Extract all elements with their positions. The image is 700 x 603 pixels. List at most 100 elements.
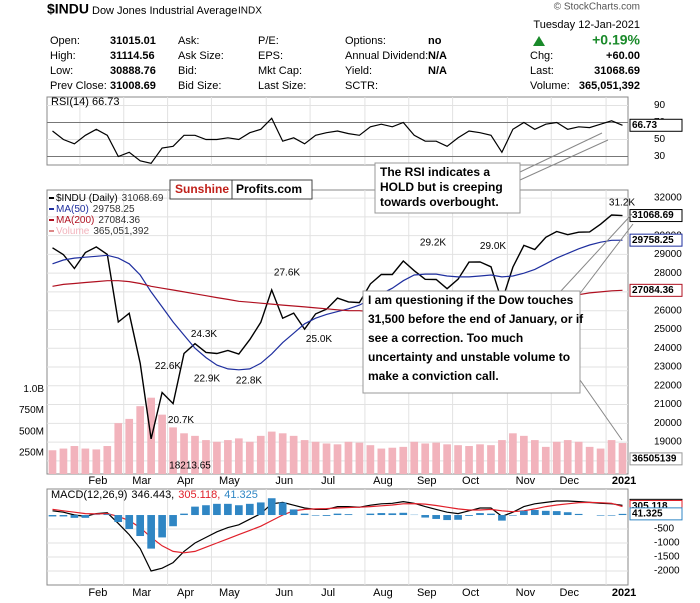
dow-callout: I am questioning if the Dow touches 31,5… — [362, 213, 634, 441]
series-line — [52, 500, 623, 572]
x-tick-label: Aug — [373, 475, 393, 487]
histogram-bar — [618, 513, 627, 516]
change-pct: +0.19% — [592, 32, 640, 48]
legend-swatch — [49, 230, 54, 232]
up-arrow — [533, 36, 545, 46]
y-tick-label: -1500 — [654, 552, 680, 563]
y2-tick-label: 500M — [19, 426, 44, 437]
summary-label: Volume: — [530, 80, 570, 92]
y-tick-label: 24000 — [654, 343, 682, 354]
y-tick-label: 23000 — [654, 362, 682, 373]
volume-bar — [158, 414, 166, 474]
histogram-bar — [574, 513, 583, 516]
x-tick-label: Mar — [132, 587, 151, 599]
value-tag-text: 36505139 — [632, 454, 677, 465]
histogram-bar — [70, 515, 79, 518]
quote-label: P/E: — [258, 35, 279, 47]
quote-table: Open: 31015.01 High: 31114.56 Low: 30888.76Pr… — [50, 35, 640, 92]
summary-label: Last: — [530, 65, 554, 77]
volume-bar — [256, 435, 265, 474]
histogram-bar — [552, 511, 561, 516]
volume-bar — [191, 435, 199, 474]
histogram-bar — [59, 515, 68, 517]
title-part: 346.443, — [131, 489, 174, 501]
volume-bar — [487, 445, 495, 474]
volume-bar — [520, 435, 528, 474]
volume-bar — [552, 441, 561, 474]
quote-label: Bid Size: — [178, 80, 221, 92]
histogram-bar — [180, 513, 188, 516]
note-line: HOLD but is creeping — [380, 180, 503, 194]
volume-bar — [443, 444, 451, 474]
logo: Sunshine Profits.com — [169, 179, 313, 200]
volume-bar — [476, 444, 484, 474]
volume-bar — [48, 450, 57, 474]
histogram-bar — [487, 513, 495, 516]
quote-label: Yield: — [345, 65, 372, 77]
histogram-bar — [256, 502, 265, 516]
histogram-bar — [125, 515, 134, 530]
legend-value: 365,051,392 — [93, 226, 149, 237]
y-tick-label: 19000 — [654, 437, 682, 448]
volume-bar — [465, 446, 473, 474]
price-annotation: 22.6K — [155, 361, 181, 372]
volume-bar — [355, 442, 364, 474]
legend-name: MA(200) — [56, 215, 94, 226]
histogram-bar — [454, 515, 462, 520]
price-annotation: 25.0K — [306, 334, 332, 345]
x-tick-label: Jun — [275, 475, 293, 487]
volume-bar — [125, 418, 134, 474]
title-part: MACD(12,26,9) — [51, 489, 127, 501]
volume-bar — [421, 443, 430, 474]
quote-value: 31008.69 — [110, 80, 156, 92]
histogram-bar — [520, 510, 528, 516]
note-box — [362, 290, 581, 394]
histogram-bar — [476, 513, 484, 516]
value-tag — [629, 233, 683, 247]
price-annotation: 29.2K — [420, 237, 446, 248]
series-line — [52, 239, 623, 371]
quote-label: Annual Dividend: — [345, 50, 428, 62]
summary-value: 31068.69 — [594, 65, 640, 77]
legend-entry: MA(200) 27084.36 — [56, 215, 141, 226]
histogram-bar — [443, 515, 451, 521]
x-tick-label: Dec — [559, 587, 579, 599]
histogram-bar — [235, 505, 243, 516]
legend-name: Volume — [56, 226, 90, 237]
volume-bar — [169, 427, 177, 474]
volume-bar — [596, 448, 605, 474]
legend-name: $INDU (Daily) — [56, 193, 118, 204]
volume-bar — [311, 441, 320, 474]
histogram-bar — [224, 503, 232, 516]
logo-text: Profits.com — [236, 182, 302, 196]
histogram-bar — [596, 515, 605, 516]
note-line: make a conviction call. — [368, 369, 499, 383]
quote-value: no — [428, 35, 442, 47]
quote-value: 30888.76 — [110, 65, 156, 77]
volume-bar — [224, 440, 232, 474]
volume-bar — [114, 423, 123, 474]
histogram-bar — [432, 515, 440, 519]
histogram-bar — [333, 513, 342, 516]
x-tick-label: Apr — [177, 475, 194, 487]
y-tick-label: 50 — [654, 134, 666, 145]
histogram-bar — [388, 513, 397, 516]
legend-value: 29758.25 — [93, 204, 135, 215]
volume-bar — [607, 440, 616, 474]
volume-bar — [322, 443, 331, 474]
quote-label: Open: — [50, 35, 80, 47]
value-tag-text: 305.118 — [632, 501, 668, 512]
quote-value: 31114.56 — [110, 50, 155, 62]
price-annotation: 24.3K — [191, 329, 217, 340]
quote-label: Bid: — [178, 65, 197, 77]
volume-bar — [278, 433, 287, 474]
value-tag-text: 29758.25 — [632, 235, 674, 246]
x-tick-label: Feb — [88, 587, 107, 599]
histogram-bar — [147, 515, 155, 549]
histogram-bar — [136, 515, 145, 537]
histogram-bar — [158, 515, 166, 538]
series-line — [52, 117, 623, 164]
histogram-bar — [213, 503, 221, 516]
histogram-bar — [563, 512, 572, 516]
panel-title: MACD(12,26,9) 346.443, 305.118, 41.325 — [51, 489, 258, 501]
